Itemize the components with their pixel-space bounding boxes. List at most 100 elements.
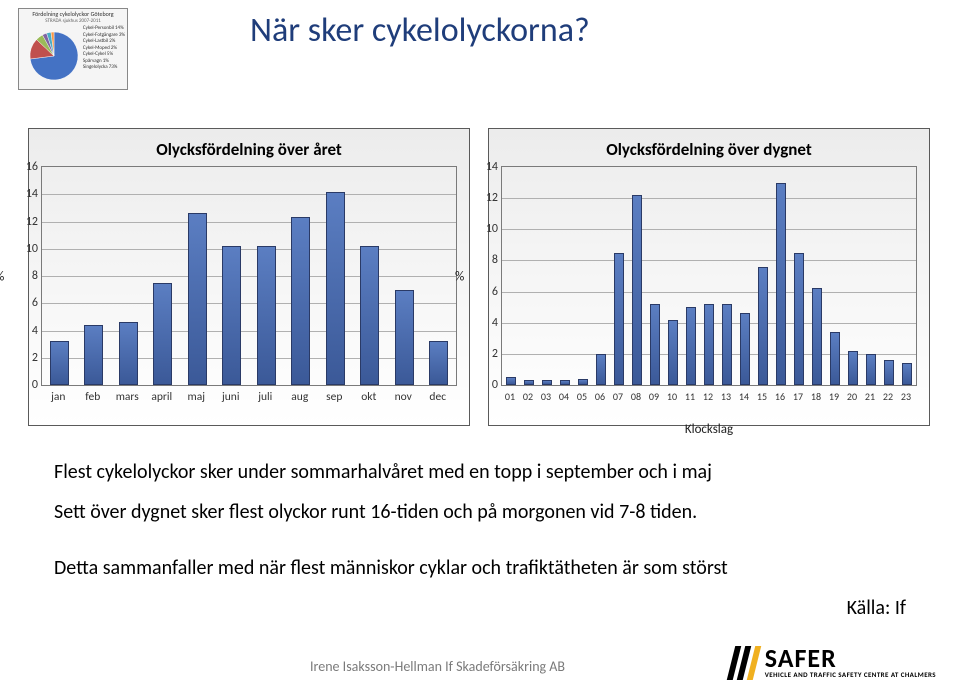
bar bbox=[704, 304, 715, 385]
bar bbox=[776, 183, 787, 385]
y-tick-label: 2 bbox=[20, 351, 38, 365]
mini-pie-legend: Cykel-Personbil 14%Cykel-Fotgängare 3%Cy… bbox=[83, 25, 125, 71]
bar bbox=[326, 192, 345, 385]
bar bbox=[291, 217, 310, 385]
mini-legend-item: Cykel-Moped 2% bbox=[83, 45, 125, 51]
chart-day-title: Olycksfördelning över dygnet bbox=[501, 139, 917, 160]
x-tick-label: 14 bbox=[739, 390, 749, 403]
x-tick-label: 02 bbox=[523, 390, 533, 403]
chart-day-y-unit: % bbox=[455, 270, 464, 285]
y-tick-label: 10 bbox=[20, 242, 38, 256]
x-tick-label: sep bbox=[326, 390, 342, 404]
x-tick-label: nov bbox=[395, 390, 412, 404]
mini-legend-item: Cykel-Lastbil 2% bbox=[83, 38, 125, 44]
x-tick-label: mars bbox=[116, 390, 139, 404]
y-tick-label: 10 bbox=[480, 222, 498, 236]
chart-year-plot: 0246810121416 bbox=[41, 166, 457, 386]
safer-logo: SAFER VEHICLE AND TRAFFIC SAFETY CENTRE … bbox=[731, 646, 936, 680]
bar bbox=[650, 304, 661, 385]
x-tick-label: 17 bbox=[793, 390, 803, 403]
x-tick-label: 16 bbox=[775, 390, 785, 403]
y-tick-label: 0 bbox=[480, 378, 498, 392]
mini-legend-item: Cykel-Personbil 14% bbox=[83, 25, 125, 31]
bar bbox=[153, 283, 172, 385]
x-tick-label: maj bbox=[188, 390, 205, 404]
chart-year-x-labels: janfebmarsaprilmajjunijuliaugsepoktnovde… bbox=[41, 390, 457, 420]
x-tick-label: 04 bbox=[559, 390, 569, 403]
mini-pie-title: Fördelning cykelolyckor Göteborg bbox=[19, 9, 127, 18]
y-tick-label: 4 bbox=[20, 324, 38, 338]
x-tick-label: 10 bbox=[667, 390, 677, 403]
bar bbox=[632, 195, 643, 385]
bar bbox=[902, 363, 913, 385]
mini-legend-item: Cykel-Cykel 5% bbox=[83, 51, 125, 57]
bar bbox=[560, 380, 571, 385]
y-tick-label: 8 bbox=[20, 269, 38, 283]
bar bbox=[848, 351, 859, 385]
footer-author: Irene Isaksson-Hellman If Skadeförsäkrin… bbox=[310, 658, 565, 675]
y-tick-label: 14 bbox=[20, 187, 38, 201]
y-tick-label: 6 bbox=[480, 285, 498, 299]
x-tick-label: 09 bbox=[649, 390, 659, 403]
x-tick-label: 01 bbox=[505, 390, 515, 403]
x-tick-label: 07 bbox=[613, 390, 623, 403]
chart-day-x-labels: 0102030405060708091011121314151617181920… bbox=[501, 390, 917, 420]
x-tick-label: 13 bbox=[721, 390, 731, 403]
safer-logo-mark bbox=[731, 646, 757, 680]
bar bbox=[578, 379, 589, 385]
x-tick-label: 03 bbox=[541, 390, 551, 403]
bar bbox=[686, 307, 697, 385]
bar bbox=[830, 332, 841, 385]
y-tick-label: 12 bbox=[480, 191, 498, 205]
x-tick-label: jan bbox=[51, 390, 65, 404]
x-tick-label: okt bbox=[361, 390, 376, 404]
x-tick-label: juli bbox=[258, 390, 272, 404]
x-tick-label: 22 bbox=[883, 390, 893, 403]
bar bbox=[740, 313, 751, 385]
x-tick-label: 12 bbox=[703, 390, 713, 403]
y-tick-label: 6 bbox=[20, 296, 38, 310]
x-tick-label: aug bbox=[291, 390, 308, 404]
source-label: Källa: If bbox=[847, 596, 906, 620]
safer-logo-text: SAFER bbox=[765, 647, 936, 670]
y-tick-label: 4 bbox=[480, 316, 498, 330]
x-tick-label: 21 bbox=[865, 390, 875, 403]
x-tick-label: 19 bbox=[829, 390, 839, 403]
safer-logo-text-wrap: SAFER VEHICLE AND TRAFFIC SAFETY CENTRE … bbox=[765, 647, 936, 679]
x-tick-label: 11 bbox=[685, 390, 695, 403]
bar bbox=[794, 253, 805, 385]
bar bbox=[758, 267, 769, 385]
bar bbox=[222, 246, 241, 385]
bar bbox=[257, 246, 276, 385]
safer-logo-sub: VEHICLE AND TRAFFIC SAFETY CENTRE AT CHA… bbox=[765, 670, 936, 679]
body-line-1: Flest cykelolyckor sker under sommarhalv… bbox=[54, 460, 904, 485]
mini-pie-subtitle: STRADA sjukhus 2007-2011 bbox=[19, 18, 127, 24]
chart-day: Olycksfördelning över dygnet % 024681012… bbox=[488, 128, 930, 426]
x-tick-label: feb bbox=[85, 390, 100, 404]
bar bbox=[429, 341, 448, 385]
pie-icon bbox=[27, 29, 81, 83]
x-tick-label: 08 bbox=[631, 390, 641, 403]
grid-line bbox=[42, 276, 456, 277]
x-tick-label: 18 bbox=[811, 390, 821, 403]
grid-line bbox=[502, 260, 916, 261]
grid-line bbox=[502, 229, 916, 230]
bar bbox=[596, 354, 607, 385]
mini-legend-item: Singelolycka 73% bbox=[83, 64, 125, 70]
bar bbox=[614, 253, 625, 385]
bar bbox=[119, 322, 138, 385]
x-tick-label: 05 bbox=[577, 390, 587, 403]
grid-line bbox=[42, 249, 456, 250]
bar bbox=[884, 360, 895, 385]
body-line-2: Sett över dygnet sker flest olyckor runt… bbox=[54, 500, 904, 525]
grid-line bbox=[502, 198, 916, 199]
bar bbox=[722, 304, 733, 385]
bar bbox=[188, 213, 207, 385]
bar bbox=[866, 354, 877, 385]
chart-day-plot: 02468101214 bbox=[501, 166, 917, 386]
bar bbox=[524, 380, 535, 385]
chart-day-x-title: Klockslag bbox=[501, 422, 917, 437]
x-tick-label: juni bbox=[222, 390, 239, 404]
chart-year-title: Olycksfördelning över året bbox=[41, 139, 457, 160]
bar bbox=[84, 325, 103, 385]
